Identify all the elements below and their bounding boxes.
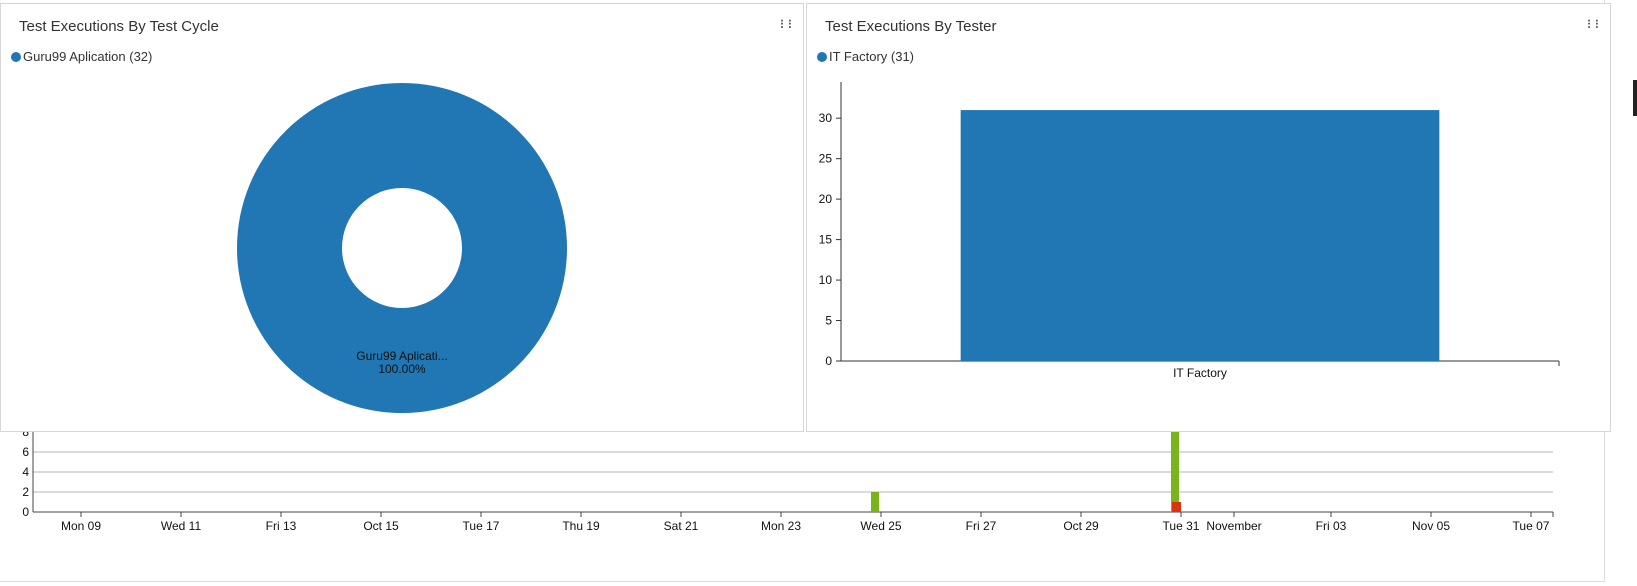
x-tick-label: Wed 11 <box>161 519 202 533</box>
x-tick-label: Tue 07 <box>1513 519 1550 533</box>
widget-title: Test Executions By Tester <box>825 18 997 35</box>
y-tick-label: 0 <box>22 505 29 519</box>
bar-chart: 0 5 10 15 20 25 30 IT Factory <box>819 82 1560 380</box>
x-tick-label: Fri 27 <box>966 519 997 533</box>
y-tick-label: 30 <box>819 111 833 125</box>
y-tick-label: 25 <box>819 152 833 166</box>
y-tick-label: 0 <box>825 354 832 368</box>
window-edge <box>1633 80 1637 116</box>
y-tick-label: 4 <box>22 465 29 479</box>
x-tick-label: Mon 23 <box>761 519 801 533</box>
x-tick-label: Thu 19 <box>562 519 600 533</box>
x-tick-label: Oct 15 <box>363 519 399 533</box>
y-tick-label: 2 <box>22 485 29 499</box>
y-tick-label: 8 <box>22 425 29 439</box>
pass-bar <box>871 492 879 512</box>
x-tick-label: Fri 03 <box>1316 519 1347 533</box>
pass-bar <box>1171 432 1179 512</box>
bar <box>960 110 1440 361</box>
y-tick-label: 15 <box>819 233 833 247</box>
x-tick-label: November <box>1206 519 1261 533</box>
x-tick-label: Fri 13 <box>266 519 297 533</box>
legend-dot-icon <box>817 51 827 62</box>
donut-chart: Guru99 Aplicati...100.00% <box>236 82 567 414</box>
x-tick-label: Mon 09 <box>61 519 101 533</box>
drag-handle-icon[interactable]: ⠇⠇ <box>779 18 796 32</box>
pie-slice <box>236 82 567 414</box>
widget-title: Test Executions By Test Cycle <box>19 18 219 35</box>
tester-widget: Test Executions By Tester ⠇⠇ IT Factory … <box>806 3 1611 432</box>
slice-percent: 100.00% <box>378 362 426 376</box>
y-tick-label: 10 <box>819 273 833 287</box>
x-tick-label: Tue 17 <box>463 519 500 533</box>
x-tick-label: Wed 25 <box>860 519 901 533</box>
y-tick-label: 20 <box>819 192 833 206</box>
slice-label: Guru99 Aplicati... <box>356 349 447 363</box>
fail-bar <box>1172 502 1181 512</box>
timeline-chart: 0 2 4 6 8 Mon 09 Wed 11 Fri 13 Oct 15 Tue 17 Thu 1… <box>22 405 1554 533</box>
x-tick-label: IT Factory <box>1173 366 1227 380</box>
x-tick-label: Tue 31 <box>1163 519 1200 533</box>
x-tick-label: Sat 21 <box>664 519 699 533</box>
drag-handle-icon[interactable]: ⠇⠇ <box>1586 18 1603 32</box>
legend-label: Guru99 Aplication (32) <box>23 49 153 64</box>
legend-label: IT Factory (31) <box>829 49 915 64</box>
legend[interactable]: IT Factory (31) <box>817 49 914 64</box>
x-tick-label: Oct 29 <box>1063 519 1099 533</box>
y-tick-label: 5 <box>825 314 832 328</box>
legend[interactable]: Guru99 Aplication (32) <box>11 49 152 64</box>
legend-dot-icon <box>11 51 21 62</box>
y-tick-label: 6 <box>22 445 29 459</box>
x-tick-label: Nov 05 <box>1412 519 1450 533</box>
test-cycle-widget: Test Executions By Test Cycle ⠇⠇ Guru99 … <box>0 3 804 432</box>
